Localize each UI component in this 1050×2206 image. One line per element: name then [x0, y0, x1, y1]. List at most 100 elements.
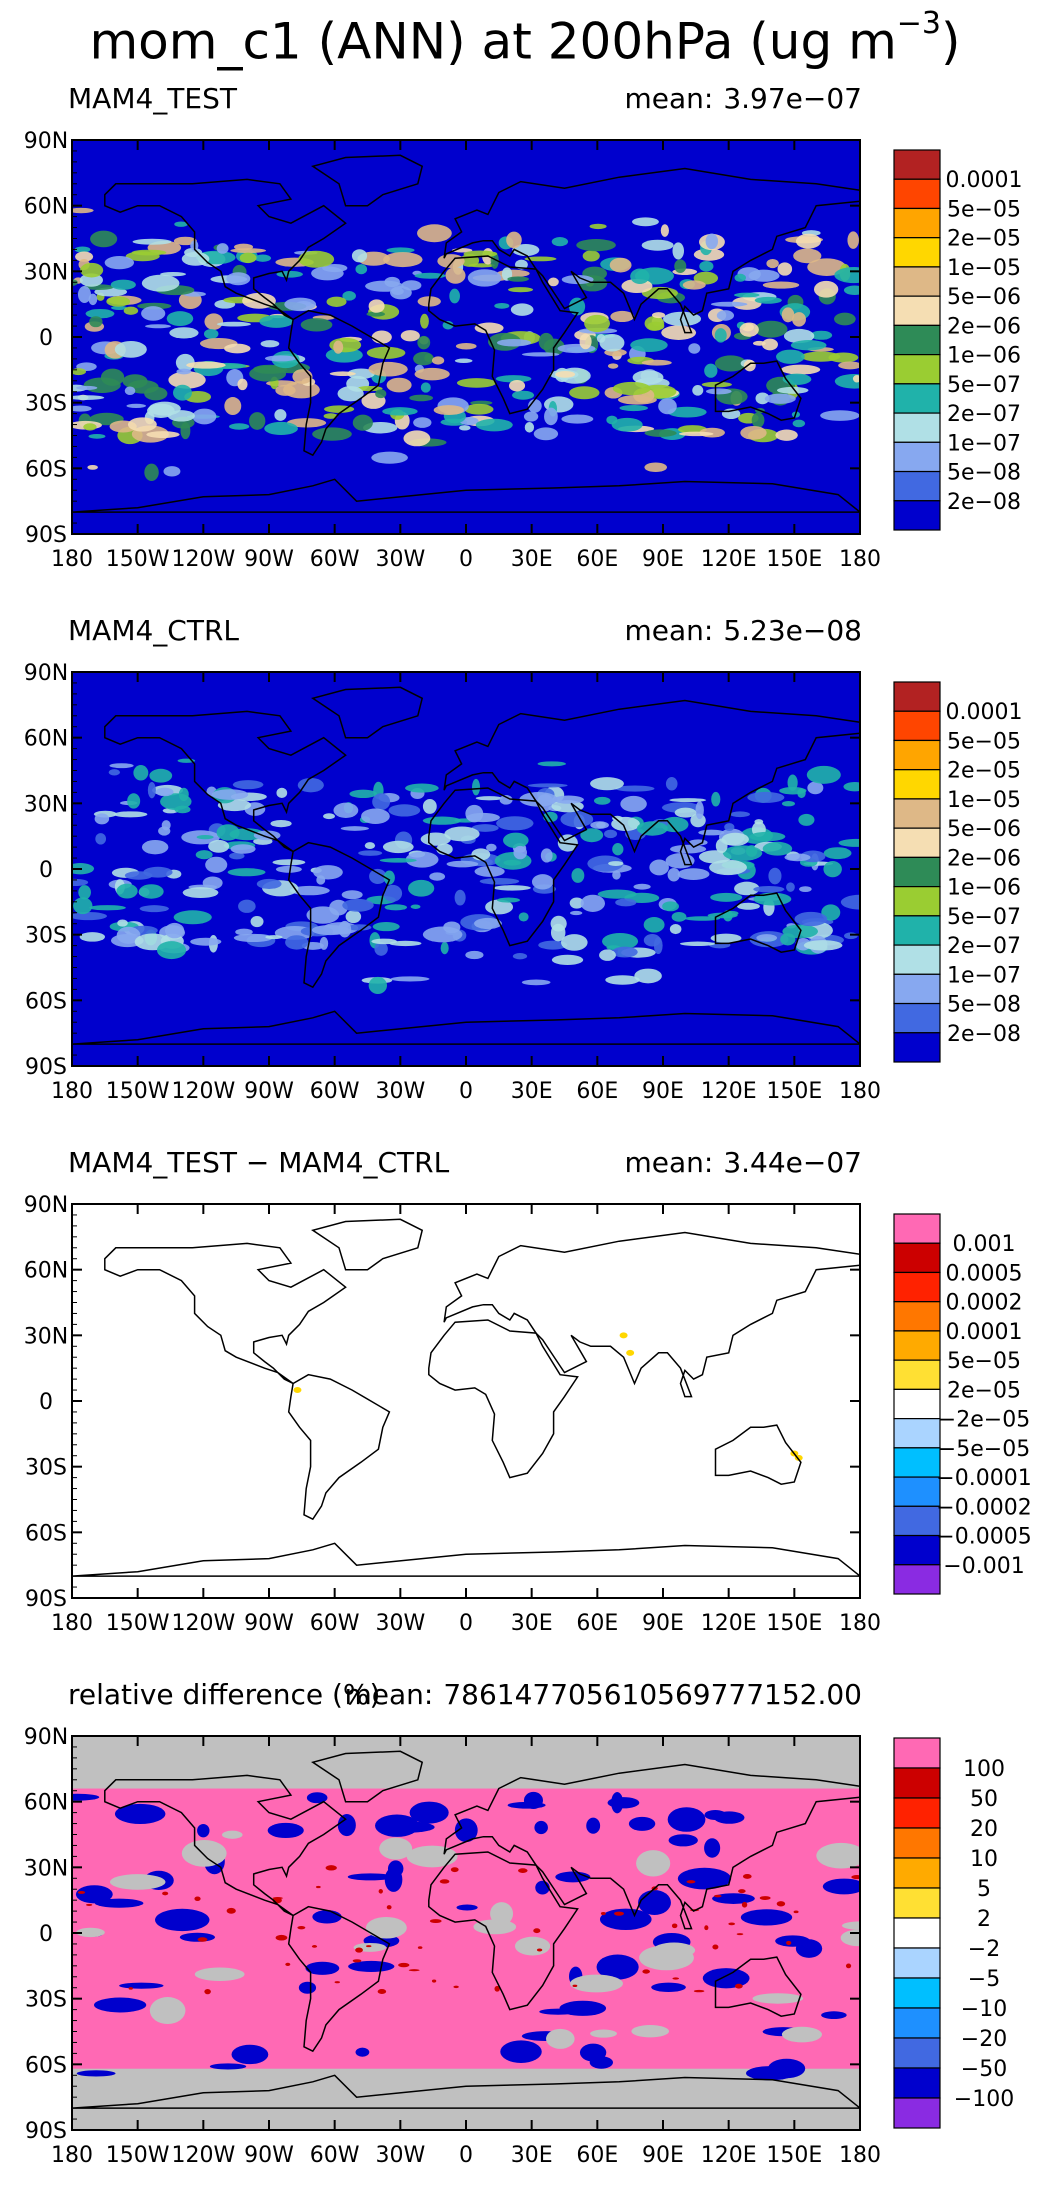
data-blob [400, 330, 420, 342]
data-blob [379, 858, 417, 863]
data-blob [352, 414, 373, 431]
data-blob [420, 382, 431, 393]
coastline-africa [428, 1851, 579, 2011]
data-blob [636, 821, 668, 836]
data-blob [776, 386, 809, 394]
data-blob [653, 937, 663, 955]
data-blob [569, 897, 584, 909]
data-blob [446, 860, 479, 868]
data-blob [312, 1910, 342, 1924]
colorbar-label: 0.0001 [946, 168, 1023, 193]
map-area [72, 1736, 860, 2130]
data-blob [230, 844, 256, 854]
coastline-north-america [104, 178, 347, 321]
data-blob [600, 1911, 606, 1916]
colorbar-swatch [893, 470, 941, 502]
colorbar-swatch [893, 681, 941, 712]
data-blob [114, 1803, 166, 1825]
data-blob [75, 251, 94, 262]
colorbar-swatch [893, 178, 941, 210]
figure-title: mom_c1 (ANN) at 200hPa (ug m−3) [89, 6, 961, 71]
colorbar-label: 2e−08 [947, 490, 1021, 515]
data-blob [297, 777, 324, 793]
data-blob [782, 373, 812, 385]
data-blob [72, 395, 105, 400]
colorbar-label: 5e−06 [947, 285, 1021, 310]
data-blob [781, 2026, 822, 2043]
lon-label: 0 [459, 547, 473, 572]
lon-label: 60W [310, 2143, 360, 2168]
data-blob [306, 1792, 328, 1804]
data-blob [160, 271, 187, 277]
data-blob [490, 252, 499, 269]
data-blob [375, 1814, 419, 1837]
data-blob [313, 865, 343, 880]
colorbar-label: 10 [970, 1847, 998, 1872]
data-blob [386, 247, 415, 254]
data-blob [190, 937, 222, 946]
lat-label: 60N [24, 1791, 68, 1816]
data-blob [838, 361, 860, 370]
data-blob [249, 412, 266, 430]
data-blob [550, 923, 566, 942]
lat-label: 30S [25, 1456, 67, 1481]
lon-label: 180 [51, 1611, 93, 1636]
data-blob [755, 392, 770, 405]
data-blob [644, 462, 668, 472]
lon-label: 180 [839, 1079, 881, 1104]
data-blob [775, 1935, 811, 1947]
data-blob [786, 882, 795, 892]
lat-label: 30S [25, 1988, 67, 2013]
lon-label: 120W [171, 1611, 235, 1636]
data-blob [533, 427, 559, 441]
data-blob [599, 1908, 652, 1931]
data-blob [147, 403, 175, 418]
map-background [72, 1736, 860, 2130]
data-blob [845, 1963, 852, 1969]
data-blob [639, 1945, 694, 1971]
data-blob [495, 375, 532, 383]
data-blob [88, 433, 106, 439]
data-blob [73, 897, 93, 915]
data-blob [250, 915, 264, 928]
data-blob [342, 898, 374, 912]
data-blob [599, 333, 625, 352]
colorbar-label: −2e−05 [938, 1408, 1030, 1433]
colorbar-label: 1e−05 [947, 256, 1021, 281]
data-blob [128, 1987, 133, 1990]
lon-label: 60E [576, 547, 618, 572]
data-blob [315, 1885, 321, 1889]
data-blob [671, 1923, 678, 1929]
data-blob [76, 1927, 105, 1938]
data-blob [632, 370, 664, 385]
colorbar-swatch [893, 798, 941, 829]
lon-label: 180 [839, 2143, 881, 2168]
panel-relative-difference: relative difference (%) mean: 78614770561… [0, 1676, 1050, 2206]
lon-label: 60E [576, 1079, 618, 1104]
data-blob [647, 321, 665, 331]
data-blob [253, 830, 281, 841]
data-blob [405, 851, 439, 868]
data-blob [383, 252, 423, 268]
lon-label: 30W [375, 1079, 425, 1104]
data-blob [672, 242, 685, 260]
data-blob [323, 813, 335, 820]
colorbar-swatch [893, 295, 941, 326]
data-blob [365, 1916, 407, 1939]
data-blob [368, 976, 388, 994]
data-blob [375, 389, 387, 399]
data-blob [366, 346, 406, 359]
data-blob [226, 272, 251, 286]
data-blob [514, 1936, 551, 1956]
data-blob [521, 352, 560, 357]
data-blob [821, 2011, 847, 2019]
data-blob [607, 363, 619, 369]
colorbar-swatch [893, 710, 941, 742]
data-blob [781, 800, 795, 807]
data-blob [580, 828, 604, 843]
data-blob [677, 1867, 732, 1890]
data-blob [638, 1890, 671, 1916]
colorbar-label: −0.0001 [936, 1466, 1031, 1491]
lat-label: 90N [24, 1193, 68, 1218]
data-blob [534, 1820, 548, 1835]
